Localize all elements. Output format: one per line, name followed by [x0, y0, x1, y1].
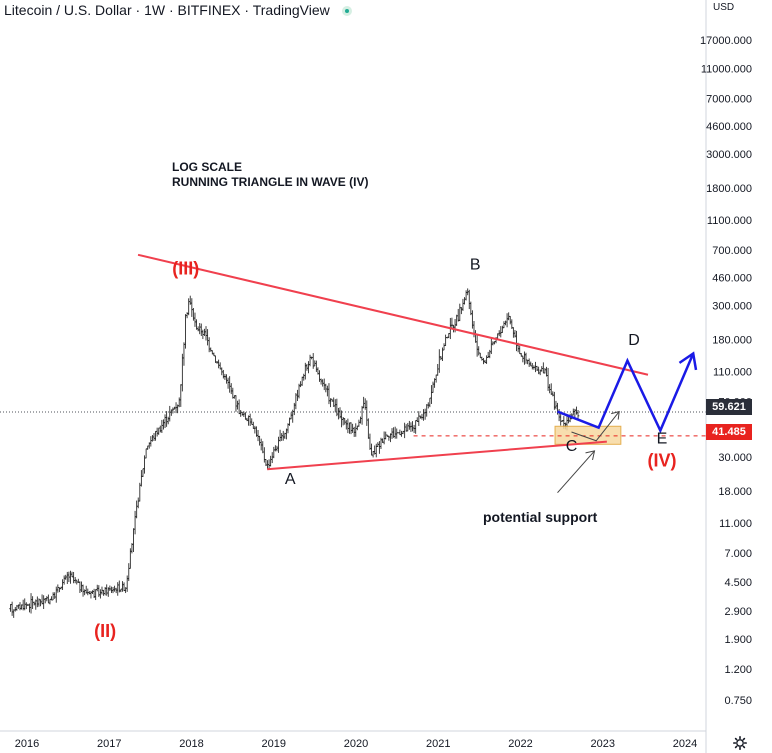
candlestick-series	[9, 288, 580, 618]
separator: ·	[135, 2, 141, 18]
price-tick-label: 18.000	[718, 486, 752, 498]
wave-label-C: C	[566, 438, 578, 455]
source-label: TradingView	[252, 2, 330, 18]
price-tick-label: 11000.000	[701, 64, 752, 76]
wave-label-B: B	[470, 256, 481, 273]
price-tick-label: 7.000	[724, 548, 752, 560]
exchange-label: BITFINEX	[177, 2, 241, 18]
separator: ·	[168, 2, 174, 18]
wave-label-III: (III)	[172, 259, 199, 279]
price-tick-label: 0.750	[724, 695, 752, 707]
wave-label-E: E	[657, 430, 668, 447]
time-tick-label: 2016	[15, 738, 39, 750]
projection-arrow-head	[678, 351, 698, 371]
gear-icon[interactable]	[733, 736, 747, 750]
symbol-name[interactable]: Litecoin / U.S. Dollar	[4, 2, 132, 18]
price-tick-label: 2.900	[724, 606, 752, 618]
time-tick-label: 2021	[426, 738, 450, 750]
note-line-1: LOG SCALE	[172, 160, 242, 174]
price-tick-label: 17000.000	[700, 35, 752, 47]
note-line-2: RUNNING TRIANGLE IN WAVE (IV)	[172, 175, 368, 189]
price-tick-label: 460.000	[712, 273, 752, 285]
time-tick-label: 2017	[97, 738, 121, 750]
chart-header: Litecoin / U.S. Dollar · 1W · BITFINEX ·…	[4, 2, 352, 18]
price-tick-label: 1.200	[724, 664, 752, 676]
wave-label-II: (II)	[94, 621, 116, 641]
support-price-badge: 41.485	[706, 424, 752, 440]
path-arrow-line	[571, 411, 620, 442]
market-status-icon[interactable]	[341, 6, 352, 16]
projection-path	[557, 353, 695, 434]
time-tick-label: 2020	[344, 738, 368, 750]
time-tick-label: 2019	[262, 738, 286, 750]
price-tick-label: 300.000	[712, 301, 752, 313]
price-tick-label: 110.000	[713, 367, 752, 379]
price-tick-label: 1.900	[724, 634, 752, 646]
price-tick-label: 30.000	[718, 452, 752, 464]
price-tick-label: 1100.000	[707, 215, 752, 227]
separator: ·	[244, 2, 250, 18]
trendline-upper	[137, 253, 649, 376]
price-tick-label: 4600.000	[706, 121, 752, 133]
support-arrow-head	[585, 450, 596, 461]
wave-label-D: D	[628, 332, 640, 349]
price-tick-label: 3000.000	[706, 149, 752, 161]
path-arrow-head	[611, 410, 620, 420]
price-tick-label: 180.000	[712, 334, 752, 346]
wave-label-A: A	[285, 471, 296, 488]
price-tick-label: 11.000	[719, 518, 752, 530]
trendline-lower	[267, 440, 607, 471]
time-tick-label: 2022	[508, 738, 532, 750]
price-tick-label: 4.500	[724, 577, 752, 589]
support-arrow-line	[557, 450, 595, 493]
time-tick-label: 2018	[179, 738, 203, 750]
price-tick-label: 7000.000	[706, 93, 752, 105]
currency-label[interactable]: USD	[713, 2, 735, 13]
price-tick-label: 1800.000	[706, 183, 752, 195]
price-tick-label: 700.000	[712, 245, 752, 257]
potential-support-label: potential support	[483, 509, 598, 525]
time-tick-label: 2023	[591, 738, 615, 750]
wave-label-IV: (IV)	[647, 451, 676, 471]
last-price-badge: 59.621	[706, 399, 752, 415]
time-tick-label: 2024	[673, 738, 697, 750]
interval-label[interactable]: 1W	[144, 2, 166, 18]
